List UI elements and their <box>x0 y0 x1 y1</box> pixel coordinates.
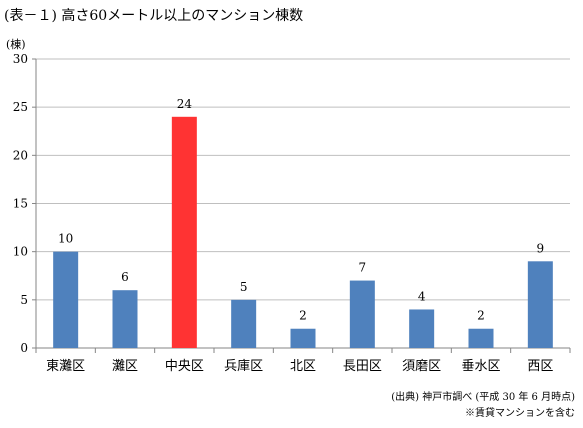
bar-7 <box>409 309 435 348</box>
category-label: 長田区 <box>343 359 382 374</box>
y-tick-label: 25 <box>13 100 28 114</box>
bar-1 <box>53 251 79 348</box>
bar-9 <box>527 261 553 348</box>
data-label: 9 <box>537 241 545 255</box>
rental-note: ※賃貸マンションを含む <box>465 408 575 419</box>
bar-3 <box>171 116 197 348</box>
category-label: 兵庫区 <box>224 359 263 374</box>
y-tick-label: 20 <box>13 148 28 162</box>
source-note: (出典) 神戸市調べ (平成 30 年 6 月時点) <box>391 392 575 403</box>
data-label: 7 <box>359 261 367 275</box>
category-label: 垂水区 <box>461 359 500 374</box>
bar-2 <box>112 290 138 348</box>
bar-4 <box>231 299 257 348</box>
chart-notes: (出典) 神戸市調べ (平成 30 年 6 月時点) ※賃貸マンションを含む <box>391 390 575 422</box>
bar-8 <box>468 328 494 348</box>
bar-6 <box>349 280 375 348</box>
data-label: 2 <box>299 309 307 323</box>
bar-5 <box>290 328 316 348</box>
data-label: 4 <box>418 289 426 303</box>
category-label: 北区 <box>290 359 316 374</box>
data-label: 5 <box>240 280 248 294</box>
y-tick-label: 5 <box>20 293 28 307</box>
category-label: 東灘区 <box>46 358 85 374</box>
category-label: 中央区 <box>165 359 204 374</box>
category-label: 灘区 <box>112 359 138 374</box>
data-label: 24 <box>177 97 193 111</box>
y-unit-label: (棟) <box>6 37 26 51</box>
y-tick-label: 30 <box>13 52 28 66</box>
data-label: 10 <box>58 232 73 246</box>
y-tick-label: 10 <box>13 245 28 259</box>
y-tick-label: 15 <box>13 197 28 211</box>
category-label: 須磨区 <box>402 359 441 374</box>
data-label: 6 <box>121 270 129 284</box>
y-tick-label: 0 <box>20 341 28 355</box>
chart-title: (表－１) 高さ60メートル以上のマンション棟数 <box>4 8 304 24</box>
data-label: 2 <box>477 309 485 323</box>
category-label: 西区 <box>527 359 553 374</box>
